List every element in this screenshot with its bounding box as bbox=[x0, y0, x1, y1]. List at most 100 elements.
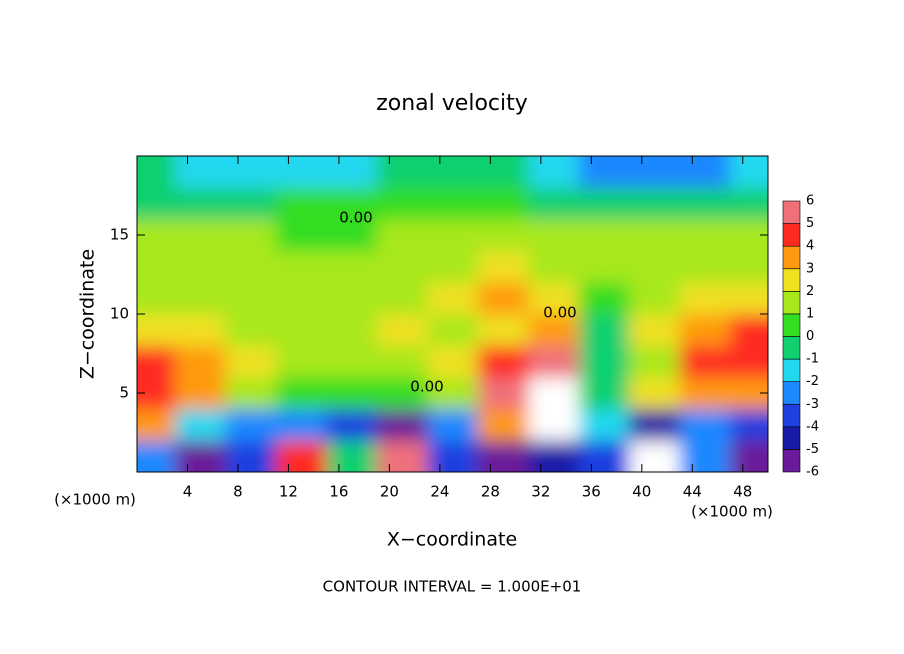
field-cell bbox=[679, 314, 731, 347]
field-cell bbox=[629, 377, 681, 410]
contour-labels: 0.00 0.00 0.00 bbox=[339, 209, 576, 396]
field-cell bbox=[477, 314, 529, 347]
field-cell bbox=[137, 219, 176, 252]
field-cell bbox=[275, 408, 327, 441]
x-tick-label: 28 bbox=[481, 483, 500, 501]
field-cell bbox=[427, 250, 479, 283]
field-cell bbox=[477, 156, 529, 189]
field-cell bbox=[730, 156, 768, 189]
colorbar-label: -4 bbox=[806, 419, 819, 434]
x-tick-label: 48 bbox=[733, 483, 752, 501]
field-cell bbox=[679, 187, 731, 220]
footer: CONTOUR INTERVAL = 1.000E+01 bbox=[323, 578, 582, 596]
field-cell bbox=[679, 345, 731, 378]
x-tick-label: 40 bbox=[632, 483, 651, 501]
field-cell bbox=[137, 250, 176, 283]
field-cell bbox=[137, 377, 176, 410]
field-cell bbox=[477, 219, 529, 252]
field-cell bbox=[477, 187, 529, 220]
field-cell bbox=[275, 314, 327, 347]
colorbar-swatch bbox=[782, 449, 801, 473]
field-cell bbox=[427, 219, 479, 252]
colorbar-swatch bbox=[782, 268, 801, 292]
x-tick-label: 12 bbox=[279, 483, 298, 501]
colorbar-label: -1 bbox=[806, 352, 819, 367]
field-cell bbox=[275, 440, 327, 472]
field-cell bbox=[528, 219, 580, 252]
y-unit-label: (×1000 m) bbox=[54, 491, 136, 509]
field bbox=[137, 156, 768, 472]
field-cell bbox=[730, 408, 768, 441]
field-cell bbox=[578, 345, 630, 378]
field-cell bbox=[679, 408, 731, 441]
field-cell bbox=[578, 250, 630, 283]
field-cell bbox=[427, 377, 479, 410]
field-cell bbox=[629, 187, 681, 220]
x-axis-label: X−coordinate bbox=[387, 529, 517, 551]
colorbar-label: 3 bbox=[806, 261, 814, 276]
axes: 4 8 12 16 20 24 28 32 36 40 44 4851015-6-5-4-3-2-10… bbox=[110, 156, 819, 501]
field-cell bbox=[376, 314, 428, 347]
field-cell bbox=[275, 345, 327, 378]
field-cell bbox=[528, 156, 580, 189]
field-cell bbox=[528, 250, 580, 283]
field-cell bbox=[225, 219, 277, 252]
field-cell bbox=[174, 345, 226, 378]
colorbar-label: -2 bbox=[806, 374, 819, 389]
field-cell bbox=[225, 377, 277, 410]
field-cell bbox=[629, 282, 681, 315]
field-cell bbox=[174, 219, 226, 252]
field-cell bbox=[275, 156, 327, 189]
field-cell bbox=[477, 282, 529, 315]
field-cell bbox=[477, 408, 529, 441]
field-cell bbox=[225, 187, 277, 220]
x-tick-label: 32 bbox=[531, 483, 550, 501]
colorbar-swatch bbox=[782, 336, 801, 360]
field-cell bbox=[477, 377, 529, 410]
field-cell bbox=[225, 440, 277, 472]
field-cell bbox=[427, 314, 479, 347]
field-cell bbox=[578, 408, 630, 441]
field-cell bbox=[679, 377, 731, 410]
field-cell bbox=[578, 219, 630, 252]
field-cell bbox=[376, 377, 428, 410]
field-cell bbox=[275, 282, 327, 315]
field-cell bbox=[376, 408, 428, 441]
field-cell bbox=[174, 282, 226, 315]
colorbar-label: -6 bbox=[806, 465, 819, 480]
field-cell bbox=[376, 250, 428, 283]
y-tick-label: 10 bbox=[110, 305, 129, 323]
field-cell bbox=[629, 408, 681, 441]
field-cell bbox=[730, 250, 768, 283]
field-cell bbox=[477, 345, 529, 378]
field-cell bbox=[427, 440, 479, 472]
field-cell bbox=[730, 345, 768, 378]
field-cell bbox=[730, 282, 768, 315]
field-cell bbox=[679, 440, 731, 472]
colorbar-swatch bbox=[782, 223, 801, 247]
field-cell bbox=[137, 282, 176, 315]
field-cell bbox=[137, 314, 176, 347]
colorbar-swatch bbox=[782, 403, 801, 428]
colorbar-swatch bbox=[782, 291, 801, 315]
field-cell bbox=[174, 314, 226, 347]
x-tick-label: 4 bbox=[183, 483, 193, 501]
field-cell bbox=[326, 219, 378, 252]
field-cell bbox=[629, 250, 681, 283]
field-cell bbox=[528, 408, 580, 441]
x-tick-label: 36 bbox=[582, 483, 601, 501]
field-cell bbox=[376, 345, 428, 378]
field-cell bbox=[275, 377, 327, 410]
field-cell bbox=[427, 156, 479, 189]
field-cell bbox=[326, 440, 378, 472]
field-cell bbox=[376, 440, 428, 472]
field-cell bbox=[376, 219, 428, 252]
x-tick-label: 24 bbox=[430, 483, 449, 501]
field-cell bbox=[427, 408, 479, 441]
field-cell bbox=[275, 187, 327, 220]
field-cell bbox=[578, 282, 630, 315]
field-cell bbox=[326, 187, 378, 220]
field-cell bbox=[225, 314, 277, 347]
field-cell bbox=[578, 314, 630, 347]
x-tick-label: 8 bbox=[233, 483, 243, 501]
